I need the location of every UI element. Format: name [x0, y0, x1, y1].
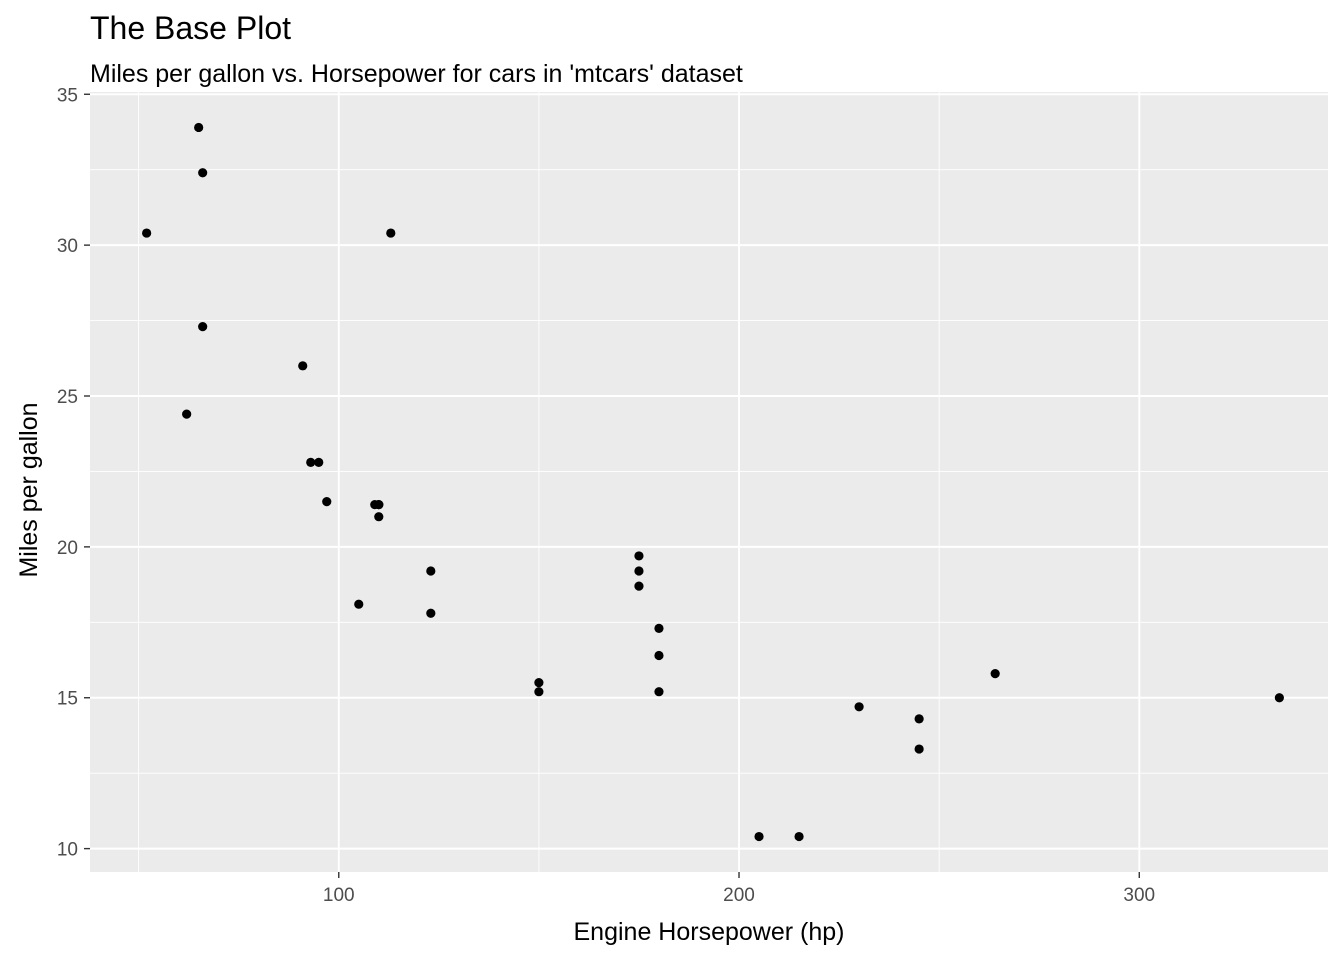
- y-tick-label: 35: [57, 85, 78, 106]
- data-point: [654, 623, 664, 633]
- x-tick-label: 200: [723, 885, 755, 906]
- y-axis-title: Miles per gallon: [15, 402, 43, 577]
- data-point: [386, 228, 396, 238]
- axis-ticks: [84, 93, 1140, 878]
- data-point: [426, 566, 436, 576]
- data-point: [426, 608, 436, 618]
- data-point: [754, 831, 764, 842]
- y-tick-label: 10: [57, 840, 78, 861]
- chart-subtitle: Miles per gallon vs. Horsepower for cars…: [90, 60, 743, 88]
- data-point: [370, 500, 380, 510]
- y-tick-label: 20: [57, 538, 78, 559]
- data-point: [194, 122, 204, 133]
- data-point: [182, 409, 192, 419]
- data-point: [634, 581, 644, 591]
- y-tick-label: 25: [57, 387, 78, 408]
- data-point: [634, 566, 644, 576]
- data-point: [306, 457, 316, 467]
- major-gridlines: [90, 92, 1328, 872]
- y-tick-label: 30: [57, 236, 78, 257]
- data-point: [1274, 693, 1284, 703]
- data-point: [354, 599, 364, 609]
- data-point: [914, 714, 924, 724]
- data-point: [654, 687, 664, 697]
- data-point: [914, 744, 924, 754]
- data-point: [142, 228, 152, 238]
- data-point: [990, 669, 1000, 679]
- data-point: [374, 512, 384, 522]
- x-axis-title: Engine Horsepower (hp): [574, 918, 845, 946]
- data-point: [854, 702, 864, 712]
- data-point: [534, 687, 544, 697]
- data-points: [142, 122, 1284, 842]
- chart-title: The Base Plot: [90, 10, 291, 46]
- data-point: [654, 650, 664, 661]
- data-point: [634, 551, 644, 561]
- data-point: [794, 831, 804, 842]
- data-point: [198, 168, 208, 178]
- data-point: [198, 322, 208, 332]
- y-tick-label: 15: [57, 689, 78, 710]
- tick-labels: 100 200 300 10 15 20 25 30 35: [57, 85, 1155, 906]
- plot-panel: [90, 92, 1328, 872]
- data-point: [534, 678, 544, 688]
- data-point: [298, 361, 308, 371]
- data-point: [314, 457, 324, 467]
- x-tick-label: 300: [1123, 885, 1155, 906]
- x-tick-label: 100: [323, 885, 355, 906]
- minor-gridlines: [90, 92, 1328, 872]
- data-point: [322, 497, 332, 507]
